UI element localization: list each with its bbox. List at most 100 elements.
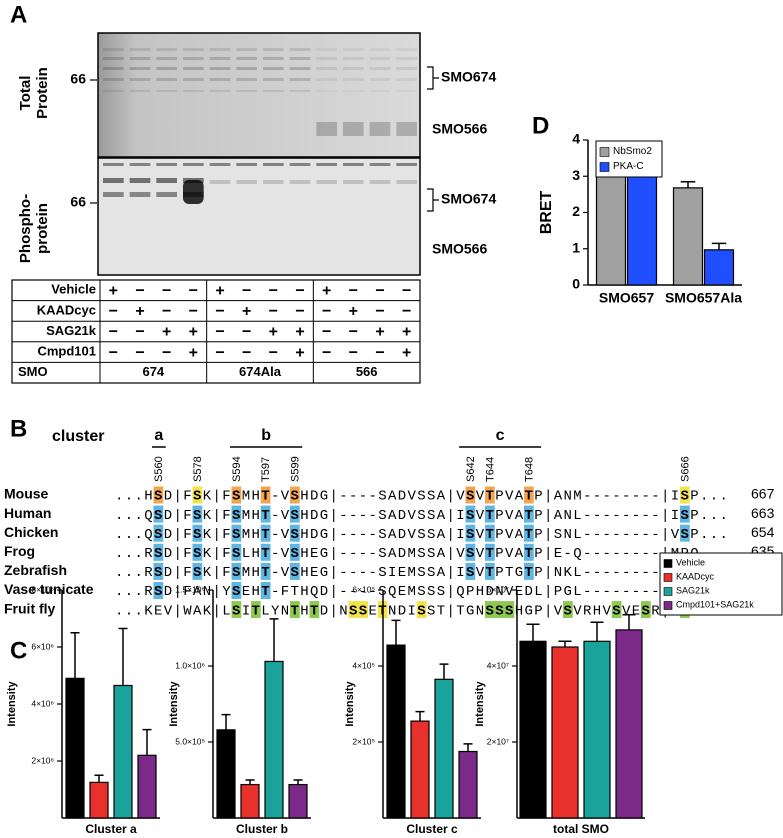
blot-band: [156, 78, 177, 81]
sequence-segment: ...R: [115, 584, 154, 600]
legend-label: PKA-C: [613, 161, 644, 172]
blot-band: [209, 67, 231, 70]
panel-label: A: [10, 1, 27, 28]
sequence-segment: S: [232, 603, 242, 619]
bar: [240, 783, 260, 819]
sequence-segment: D|F: [164, 546, 193, 562]
error-bar: [142, 728, 152, 756]
blot-band: [156, 48, 177, 51]
blot-band: [316, 57, 337, 60]
legend-swatch: [663, 573, 673, 582]
error-bar: [711, 242, 727, 250]
sequence-segment: S: [154, 546, 164, 562]
band-label: SMO566: [432, 121, 487, 137]
blot-band: [396, 78, 417, 81]
blot-band: [209, 180, 231, 184]
table-cell: −: [135, 283, 144, 300]
sequence-segment: HDG|----SADVSSA|I: [300, 527, 466, 543]
y-axis-label: Intensity: [474, 681, 486, 727]
sequence-segment: T: [486, 565, 496, 581]
sequence-segment: I: [242, 603, 252, 619]
blot-band: [369, 180, 391, 184]
blot-band: [396, 163, 417, 166]
table-cell: −: [349, 344, 358, 361]
sequence-segment: -V: [271, 546, 291, 562]
residue-highlight: [153, 486, 164, 504]
error-bar: [526, 623, 540, 642]
blot-band: [316, 78, 337, 81]
bar: [672, 187, 704, 286]
residue-highlight: [260, 543, 271, 561]
table-cell: −: [135, 344, 144, 361]
x-tick-label: SMO657: [599, 290, 654, 306]
table-cell: −: [269, 303, 278, 320]
sequence-segment: K|F: [203, 565, 232, 581]
residue-highlight: [416, 601, 427, 619]
bar: [216, 729, 236, 819]
table-cell: −: [242, 344, 251, 361]
residue-highlight: [290, 562, 300, 580]
row-label: SAG21k: [46, 323, 97, 338]
blot-band: [369, 78, 391, 81]
residue-highlight: [680, 486, 690, 504]
legend-box: [595, 140, 663, 178]
legend-label: KAADcyc: [676, 571, 715, 581]
error-bar: [415, 710, 425, 722]
site-label: S642: [465, 456, 477, 482]
y-axis-label: BRET: [538, 191, 555, 235]
sequence-segment: ...Q: [115, 508, 154, 524]
sequence-segment: T: [525, 565, 535, 581]
sequence-segment: -V: [271, 508, 291, 524]
bar: [595, 173, 627, 286]
residue-highlight: [231, 524, 242, 542]
legend-swatch: [663, 601, 673, 610]
sequence-segment: S: [681, 527, 691, 543]
error-bar: [590, 621, 604, 642]
residue-highlight: [153, 524, 164, 542]
residue-highlight: [153, 543, 164, 561]
species-name: Vase tunicate: [4, 581, 94, 597]
y-tick-label: 2×10⁷: [487, 736, 509, 746]
residue-highlight: [641, 601, 651, 619]
sequence-segment: PVA: [495, 527, 524, 543]
cluster-label: b: [261, 427, 271, 444]
table-cell: −: [349, 283, 358, 300]
blot-band: [263, 67, 284, 70]
table-cell: +: [349, 303, 358, 320]
residue-highlight: [260, 524, 271, 542]
error-bar: [558, 640, 572, 647]
blot-band: [343, 78, 364, 81]
sequence-segment: T: [252, 603, 262, 619]
residue-highlight: [524, 524, 534, 542]
residue-highlight: [192, 505, 203, 523]
sequence-segment: S: [466, 527, 476, 543]
blot-title: Phospho-: [17, 194, 34, 263]
bar: [458, 750, 478, 819]
sequence-segment: T: [486, 508, 496, 524]
table-cell: −: [402, 283, 411, 300]
blot-band: [129, 78, 151, 81]
sequence-segment: T: [261, 584, 271, 600]
band-label: SMO674: [441, 191, 496, 207]
site-label: S560: [153, 456, 165, 482]
sequence-segment: S: [193, 508, 203, 524]
sequence-segment: PTG: [495, 565, 524, 581]
table-cell: −: [135, 324, 144, 341]
residue-highlight: [465, 505, 476, 523]
error-bar: [293, 779, 303, 785]
residue-highlight: [680, 505, 690, 523]
residue-highlight: [290, 524, 300, 542]
residue-highlight: [290, 543, 300, 561]
sequence-segment: SSS: [486, 603, 515, 619]
blot-band: [396, 180, 417, 184]
residue-highlight: [231, 582, 242, 599]
sequence-segment: NDI: [388, 603, 417, 619]
sequence-segment: S: [193, 489, 203, 505]
table-cell: +: [189, 324, 198, 341]
residue-highlight: [485, 543, 495, 561]
table-cell: −: [295, 303, 304, 320]
residue-number: 654: [751, 524, 775, 540]
error-bar: [439, 663, 449, 680]
sequence-segment: P|SNL--------|V: [534, 527, 680, 543]
y-axis-label: Intensity: [168, 681, 180, 727]
